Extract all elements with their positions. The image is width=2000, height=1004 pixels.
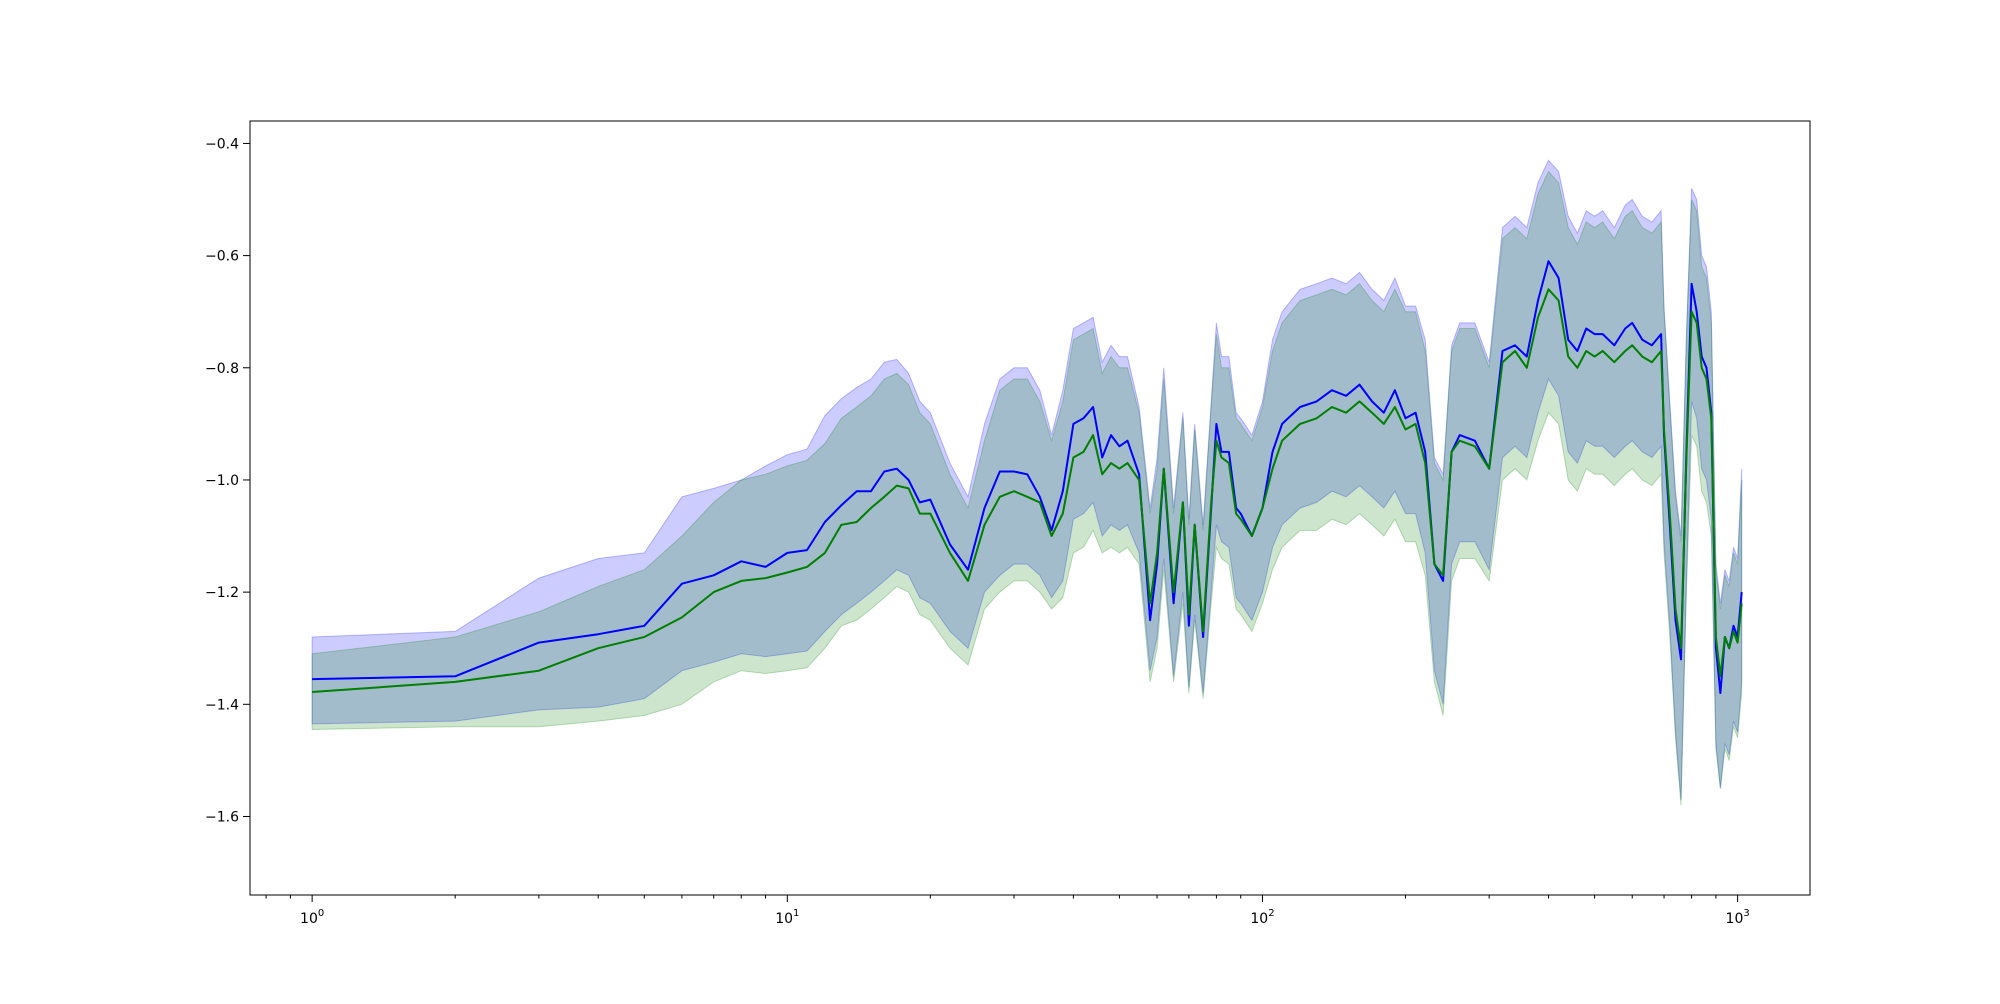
x-tick-label: 100 [300, 908, 324, 927]
y-tick-label: −1.2 [205, 585, 239, 601]
y-tick-label: −0.8 [205, 361, 239, 377]
x-tick-label: 101 [775, 908, 799, 927]
series-line-green [312, 288, 1743, 693]
band-green [311, 170, 1743, 806]
x-tick-label: 103 [1726, 908, 1750, 927]
y-tick-label: −0.4 [205, 136, 239, 152]
y-tick-label: −1.4 [205, 697, 239, 713]
confidence-bands [311, 159, 1743, 806]
y-axis: −0.4 −0.6 −0.8 −1.0 −1.2 −1.4 −1.6 [205, 136, 250, 825]
y-tick-label: −1.0 [205, 473, 239, 489]
x-tick-label: 102 [1250, 908, 1274, 927]
plot-frame [249, 120, 1811, 896]
y-tick-label: −1.6 [205, 809, 239, 825]
x-axis: 100 101 102 103 [265, 895, 1750, 927]
series-line-blue [312, 260, 1743, 695]
series-lines [312, 260, 1743, 695]
band-blue [311, 159, 1743, 800]
y-tick-label: −0.6 [205, 249, 239, 265]
